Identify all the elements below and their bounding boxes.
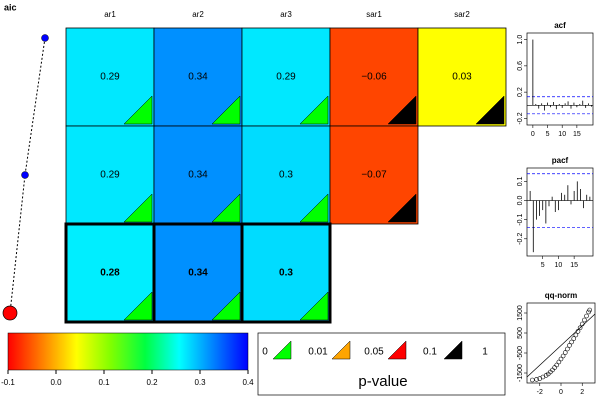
colorbar-tick-label: 0.2 [146,378,158,387]
pvalue-legend-triangle [272,340,292,360]
point [560,353,566,359]
x-tick-label: 10 [555,262,563,269]
cell-label: 0.34 [188,170,208,181]
y-tick-label: 0.6 [517,61,524,71]
cell-label: 0.34 [188,72,208,83]
pvalue-triangle [211,291,241,321]
cell-label: 0.28 [100,268,120,279]
colorbar-tick-label: 0.3 [194,378,206,387]
point [567,343,572,348]
pvalue-label: 0 [262,347,268,358]
column-label: ar2 [192,10,204,19]
column-label: ar1 [104,10,116,19]
pvalue-label: 0.01 [308,347,328,358]
y-tick-label: -500 [517,346,524,360]
column-label: sar2 [454,10,470,19]
y-tick-label: -0.2 [517,112,524,124]
cell-label: 0.03 [452,72,472,83]
pvalue-triangle [211,193,241,223]
y-tick-label: -0.1 [517,214,524,226]
point [530,377,535,383]
x-tick-label: 0 [531,131,535,138]
x-tick-label: -2 [537,389,543,396]
y-tick-label: 1.0 [517,35,524,45]
point [571,336,577,341]
x-tick-label: 5 [541,262,545,269]
plot-title: acf [554,21,566,30]
aic-point [41,34,49,42]
cell-label: 0.29 [100,72,120,83]
cell-label: 0.29 [100,170,120,181]
cell-label: −0.07 [361,170,387,181]
cell-label: 0.29 [276,72,296,83]
pvalue-triangle [387,193,417,223]
qq-line [526,313,596,378]
pvalue-label: 0.05 [364,347,384,358]
point [577,325,583,331]
x-tick-label: 5 [546,131,550,138]
y-tick-label: 0.0 [517,196,524,206]
pvalue-legend-triangle [387,340,407,360]
colorbar-tick-label: 0.1 [98,378,110,387]
x-tick-label: 15 [570,262,578,269]
point [554,362,560,368]
pvalue-triangle [299,291,329,321]
pvalue-triangle [123,193,153,223]
cell-label: 0.34 [188,268,208,279]
x-tick-label: 0 [559,389,563,396]
plot-frame [526,167,594,257]
aic-title: aic [4,2,17,12]
y-tick-label: 0.2 [517,87,524,97]
plot-title: qq-norm [545,291,577,300]
pvalue-label: 0.1 [423,347,437,358]
point [575,329,581,334]
column-label: sar1 [366,10,382,19]
point [579,321,585,327]
point [534,377,539,382]
pvalue-triangle [299,193,329,223]
point [584,313,589,319]
point [573,332,579,338]
point [582,317,587,323]
pvalue-triangle [123,95,153,125]
point [552,365,557,370]
x-tick-label: 15 [573,131,581,138]
pvalue-triangle [475,95,505,125]
point [569,339,574,345]
cell-label: 0.3 [279,268,293,279]
plot-frame [526,32,594,126]
cell-label: −0.06 [361,72,387,83]
y-tick-label: -1500 [517,364,524,382]
x-tick-label: 2 [580,389,584,396]
column-label: ar3 [280,10,292,19]
pvalue-legend-triangle [443,340,463,360]
pvalue-triangle [387,95,417,125]
colorbar-tick-label: 0.0 [50,378,62,387]
pvalue-legend-triangle [331,340,351,360]
y-tick-label: 1500 [517,305,524,321]
aic-point [21,171,29,179]
pvalue-legend-title: p-value [358,373,407,390]
colorbar [7,332,249,371]
y-tick-label: -0.2 [517,233,524,245]
point [587,307,592,313]
point [562,350,568,355]
pvalue-triangle [299,95,329,125]
pvalue-triangle [211,95,241,125]
pvalue-legend-box [257,332,506,396]
x-tick-label: 10 [558,131,566,138]
y-tick-label: 500 [517,327,524,339]
point [565,346,570,352]
cell-label: 0.3 [279,170,293,181]
point [556,359,562,365]
y-tick-label: 0.1 [517,176,524,186]
pvalue-triangle [123,291,153,321]
plot-title: pacf [552,156,569,165]
aic-point [2,305,18,321]
point [558,356,564,362]
pvalue-label: 1 [482,347,488,358]
colorbar-tick-label: -0.1 [1,378,15,387]
colorbar-tick-label: 0.4 [242,378,254,387]
